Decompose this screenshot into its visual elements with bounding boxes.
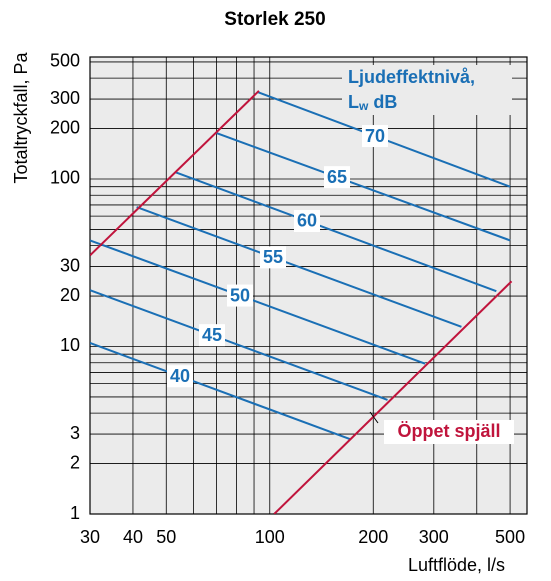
y-tick-label: 300: [50, 88, 80, 108]
x-tick-label: 100: [255, 527, 285, 547]
y-tick-label: 20: [60, 285, 80, 305]
y-tick-label: 3: [70, 423, 80, 443]
x-tick-label: 30: [80, 527, 100, 547]
y-tick-label: 10: [60, 335, 80, 355]
y-tick-label: 200: [50, 117, 80, 137]
series-line: [216, 132, 511, 242]
x-tick-label: 200: [358, 527, 388, 547]
annotation-part: L: [348, 92, 359, 112]
series-line: [273, 280, 513, 514]
series-line: [174, 171, 497, 293]
series-label: 60: [297, 211, 317, 231]
series-label: 65: [327, 167, 347, 187]
y-tick-label: 500: [50, 51, 80, 71]
y-tick-label: 2: [70, 452, 80, 472]
series-label: Öppet spjäll: [397, 421, 500, 441]
annotation: Ljudeffektnivå,: [348, 67, 475, 87]
y-tick-label: 30: [60, 255, 80, 275]
series-label: 40: [170, 366, 190, 386]
x-axis-label: Luftflöde, l/s: [408, 555, 505, 575]
y-tick-label: 100: [50, 168, 80, 188]
series-label: 55: [263, 247, 283, 267]
series-line: [90, 239, 426, 365]
label-bg: [167, 365, 193, 388]
series-line: [90, 289, 388, 401]
series-label: 70: [365, 126, 385, 146]
plot-border: [89, 56, 528, 515]
series-line: [136, 206, 462, 328]
annotation-part: dB: [368, 92, 397, 112]
x-tick-label: 50: [156, 527, 176, 547]
y-tick-label: 1: [70, 503, 80, 523]
leader-line: [369, 411, 379, 424]
series-label: 45: [202, 325, 222, 345]
label-bg: [362, 125, 388, 148]
x-tick-label: 500: [495, 527, 525, 547]
label-bg: [227, 284, 253, 307]
y-axis-label: Totaltryckfall, Pa: [11, 51, 31, 183]
label-bg: [324, 166, 350, 189]
label-bg: [294, 209, 320, 232]
annotation: Lw dB: [348, 92, 397, 113]
x-tick-label: 300: [419, 527, 449, 547]
annotation-bg: [342, 65, 512, 115]
plot-area: [90, 57, 527, 514]
annotation-sub: w: [358, 99, 369, 113]
series-label: 50: [230, 285, 250, 305]
x-tick-label: 40: [123, 527, 143, 547]
series-line: [90, 342, 351, 441]
label-bg: [260, 246, 286, 269]
label-bg: [199, 324, 225, 347]
label-bg: [384, 420, 514, 444]
series-line: [90, 90, 260, 257]
chart-title: Storlek 250: [224, 9, 325, 30]
